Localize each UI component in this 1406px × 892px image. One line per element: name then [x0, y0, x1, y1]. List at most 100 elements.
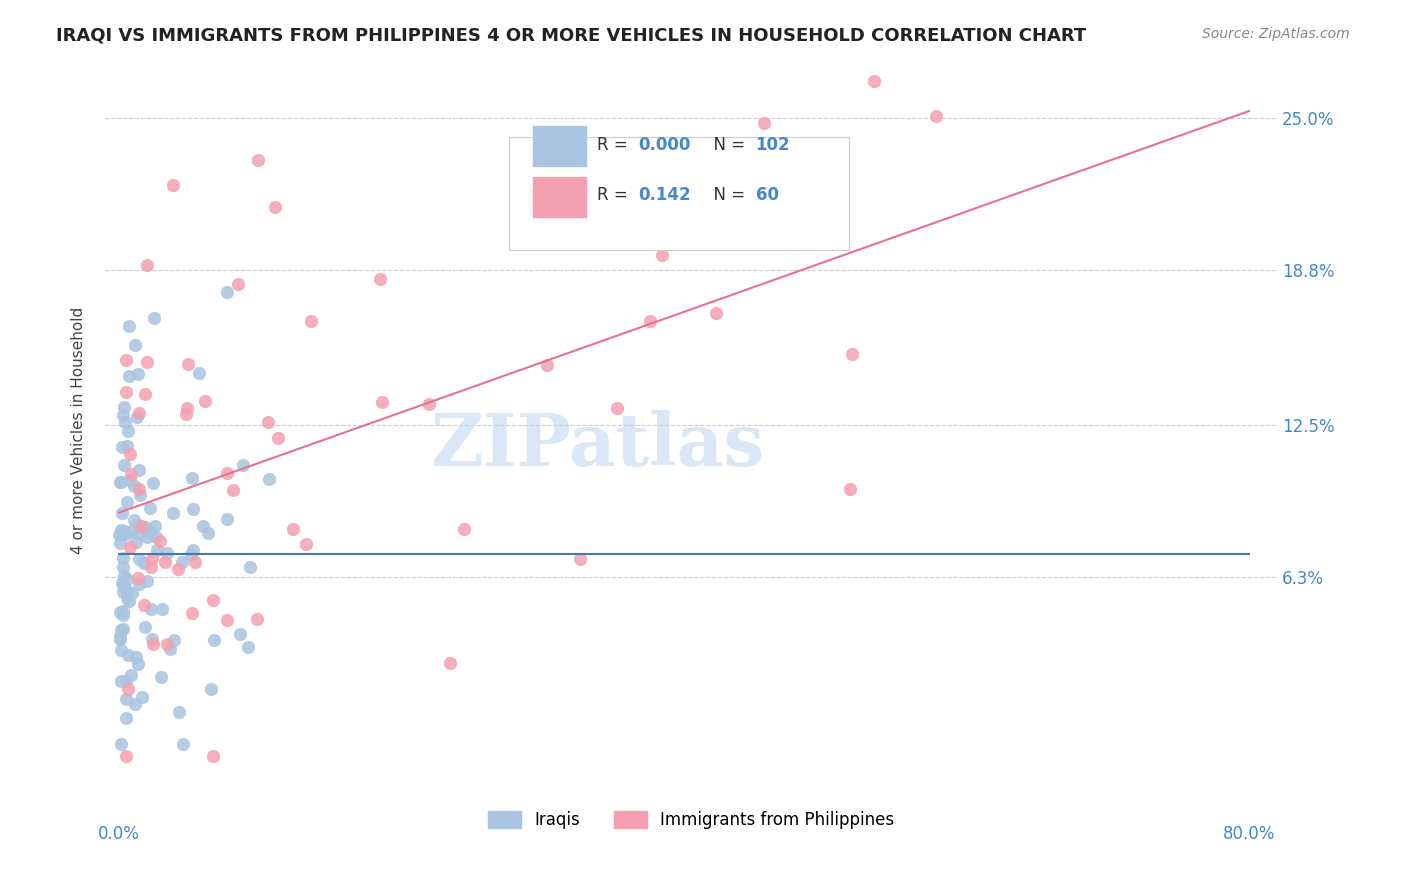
Point	[136, 574, 159, 589]
Point	[117, 369, 139, 384]
Point	[181, 543, 204, 558]
Point	[197, 525, 219, 540]
Point	[167, 705, 190, 719]
Point	[128, 463, 150, 477]
Point	[150, 670, 173, 684]
Point	[128, 552, 150, 566]
Point	[246, 611, 269, 625]
Point	[259, 472, 281, 486]
Point	[124, 337, 146, 351]
Text: IRAQI VS IMMIGRANTS FROM PHILIPPINES 4 OR MORE VEHICLES IN HOUSEHOLD CORRELATION: IRAQI VS IMMIGRANTS FROM PHILIPPINES 4 O…	[56, 27, 1087, 45]
Point	[128, 482, 150, 496]
Point	[145, 530, 167, 544]
Point	[115, 691, 138, 706]
Point	[239, 560, 262, 574]
Point	[159, 642, 181, 657]
Legend: Iraqis, Immigrants from Philippines: Iraqis, Immigrants from Philippines	[481, 804, 901, 836]
Point	[117, 425, 139, 439]
Point	[439, 657, 461, 671]
Point	[139, 560, 162, 574]
Point	[110, 737, 132, 751]
Point	[112, 608, 135, 623]
Point	[863, 74, 886, 88]
Point	[108, 630, 131, 644]
Point	[112, 560, 135, 574]
Point	[139, 602, 162, 616]
Point	[124, 697, 146, 711]
Point	[217, 512, 239, 526]
Point	[156, 637, 179, 651]
Point	[115, 572, 138, 586]
Point	[128, 527, 150, 541]
Text: 60: 60	[755, 186, 779, 204]
Point	[129, 518, 152, 533]
Point	[115, 439, 138, 453]
Point	[651, 248, 673, 262]
Point	[263, 200, 285, 214]
Point	[568, 552, 591, 566]
Point	[156, 546, 179, 560]
Point	[120, 447, 142, 461]
Point	[176, 401, 198, 416]
Point	[108, 528, 131, 542]
Point	[166, 562, 188, 576]
Point	[162, 506, 184, 520]
Point	[188, 367, 211, 381]
Point	[134, 386, 156, 401]
Point	[295, 537, 318, 551]
Point	[110, 674, 132, 689]
Point	[115, 385, 138, 400]
Point	[202, 632, 225, 647]
Point	[134, 520, 156, 534]
Point	[127, 368, 149, 382]
Point	[841, 347, 863, 361]
Point	[638, 314, 661, 328]
Point	[121, 586, 143, 600]
Point	[125, 534, 148, 549]
Bar	[533, 127, 586, 166]
Point	[136, 258, 159, 272]
Bar	[533, 178, 586, 217]
Point	[180, 547, 202, 561]
Point	[180, 471, 202, 485]
Point	[115, 495, 138, 509]
Text: 0.000: 0.000	[638, 136, 690, 153]
Text: N =: N =	[703, 136, 751, 153]
Point	[141, 551, 163, 566]
Point	[149, 533, 172, 548]
Point	[925, 109, 948, 123]
Point	[111, 441, 134, 455]
Point	[112, 458, 135, 472]
Point	[108, 605, 131, 619]
Y-axis label: 4 or more Vehicles in Household: 4 or more Vehicles in Household	[72, 307, 86, 555]
Point	[229, 627, 252, 641]
Point	[752, 116, 775, 130]
Point	[118, 594, 141, 608]
Point	[120, 667, 142, 681]
Point	[111, 604, 134, 618]
Point	[299, 314, 322, 328]
Point	[112, 622, 135, 636]
Point	[118, 541, 141, 555]
Point	[110, 523, 132, 537]
Point	[257, 415, 280, 429]
Point	[153, 555, 176, 569]
Point	[183, 502, 205, 516]
Text: N =: N =	[703, 186, 751, 204]
Point	[222, 483, 245, 498]
Point	[162, 178, 184, 193]
Point	[201, 749, 224, 764]
FancyBboxPatch shape	[509, 137, 849, 250]
Point	[115, 527, 138, 541]
Text: R =: R =	[598, 186, 633, 204]
Point	[115, 353, 138, 368]
Point	[115, 591, 138, 606]
Point	[142, 637, 165, 651]
Point	[135, 355, 157, 369]
Point	[135, 530, 157, 544]
Point	[127, 517, 149, 532]
Point	[115, 711, 138, 725]
Point	[200, 682, 222, 697]
Point	[704, 306, 727, 320]
Point	[180, 606, 202, 620]
